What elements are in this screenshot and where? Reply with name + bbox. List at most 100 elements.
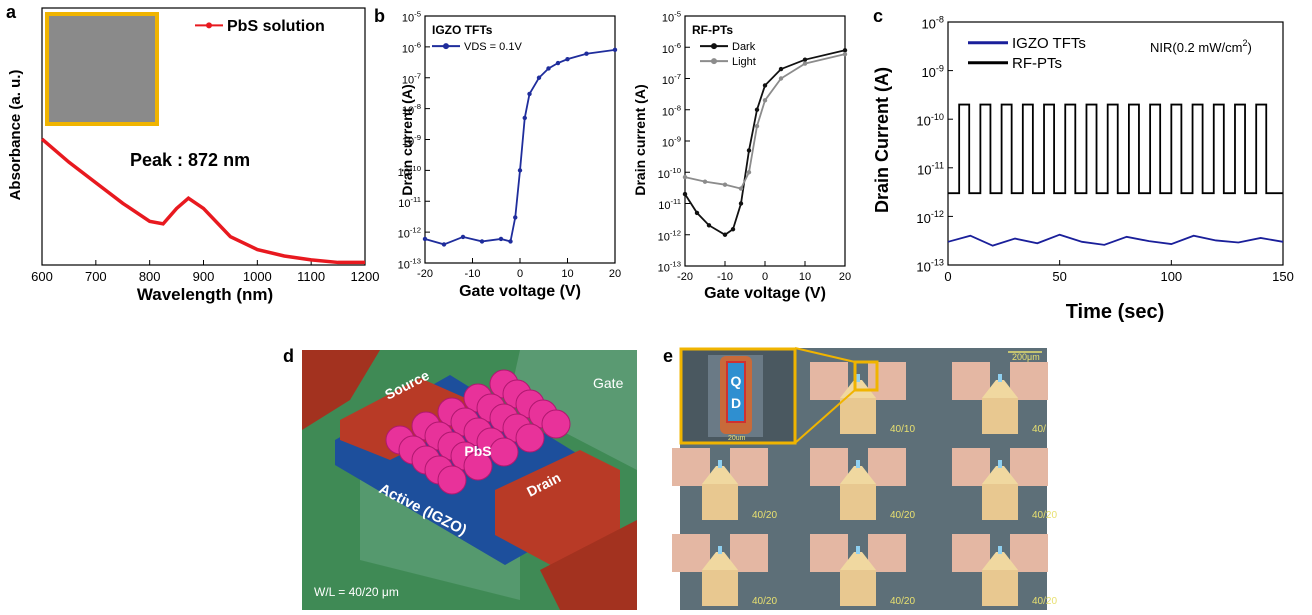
device-label: 40/20 [890,510,915,521]
pad [672,448,710,486]
tick-exponent: -12 [670,228,681,237]
data-point [537,76,541,80]
data-point [613,48,617,52]
data-point [747,148,751,152]
tick-exponent: -7 [414,71,421,80]
pad [952,448,990,486]
data-point [683,175,687,179]
ratio-label: W/L = 40/20 μm [314,585,399,599]
x-tick-label: 0 [944,269,951,284]
x-tick-label: 100 [1160,269,1182,284]
pad [730,448,768,486]
qd [718,546,722,554]
data-point [755,124,759,128]
legend-label: Dark [732,41,756,53]
qd [998,374,1002,382]
tick-base: 10 [658,231,670,243]
qd [998,546,1002,554]
device-label: 40/20 [752,510,777,521]
device-label: 40/20 [1032,510,1057,521]
pad [868,534,906,572]
x-tick-label: 600 [31,269,53,284]
legend-marker [443,43,449,49]
data-point [442,242,446,246]
y-tick-label: 10-7 [402,71,421,86]
y-axis-label: Drain current (A) [632,84,648,195]
pbs-sphere [542,410,570,438]
x-axis-label: Time (sec) [1066,301,1165,323]
pad [1010,362,1048,400]
data-point [480,239,484,243]
pad [810,448,848,486]
pbs-sphere [516,424,544,452]
y-tick-label: 10-11 [658,197,681,212]
device-label: 40/20 [1032,596,1057,607]
legend-marker [711,43,717,49]
tick-base: 10 [916,211,930,226]
x-tick-label: 1000 [243,269,272,284]
figure: a b c d e Source Gate PbS Drain Active (… [0,0,1312,610]
tick-exponent: -13 [410,257,421,266]
pbs-sphere [490,438,518,466]
qd [718,460,722,468]
inset-q: Q [731,373,742,389]
legend-label: VDS = 0.1V [464,41,522,53]
qd [998,460,1002,468]
data-point [508,239,512,243]
tick-base: 10 [658,200,670,212]
electrode [840,398,876,434]
data-point [763,98,767,102]
legend-marker [711,58,717,64]
tick-exponent: -10 [670,166,681,175]
y-tick-label: 10-11 [398,195,421,210]
pad [810,362,848,400]
data-point [707,223,711,227]
data-point [695,211,699,215]
data-point [803,57,807,61]
tick-base: 10 [662,13,674,25]
plot-frame [685,16,845,266]
micrograph: 40/1040/40/2040/2040/2040/2040/2040/20 2… [672,348,1057,610]
electrode [982,398,1018,434]
data-point [739,186,743,190]
inset-image [47,14,157,124]
tick-base: 10 [921,65,935,80]
data-point [703,179,707,183]
electrode [840,570,876,606]
pad [1010,448,1048,486]
tick-exponent: -11 [670,197,681,206]
y-tick-label: 10-12 [658,228,681,243]
pad [868,362,906,400]
tick-exponent: -8 [936,15,944,25]
tick-exponent: -8 [414,102,421,111]
legend-label: RF-PTs [1012,55,1062,72]
data-point [556,61,560,65]
data-point [513,215,517,219]
tick-base: 10 [658,169,670,181]
y-tick-label: 10-5 [402,10,421,25]
y-tick-label: 10-13 [916,258,944,275]
tick-base: 10 [917,162,931,177]
inset-qd [727,362,745,422]
y-axis-label: Drain Current (A) [872,67,892,213]
qd [856,546,860,554]
x-tick-label: 700 [85,269,107,284]
x-tick-label: 800 [139,269,161,284]
data-point [565,57,569,61]
tick-exponent: -7 [674,72,681,81]
y-tick-label: 10-10 [658,166,681,181]
x-tick-label: 10 [561,268,573,280]
tick-exponent: -12 [931,209,944,219]
data-point [803,61,807,65]
legend-label: Light [732,56,756,68]
legend-label: IGZO TFTs [1012,35,1086,52]
scale-bar-label: 200μm [1012,352,1040,362]
tick-exponent: -5 [674,10,681,19]
x-axis-label: Gate voltage (V) [459,283,581,300]
device-label: 40/20 [890,596,915,607]
device-label: 40/10 [890,424,915,435]
y-tick-label: 10-8 [662,103,681,118]
annotation-end: ) [1247,40,1251,55]
data-point [423,237,427,241]
pad [1010,534,1048,572]
